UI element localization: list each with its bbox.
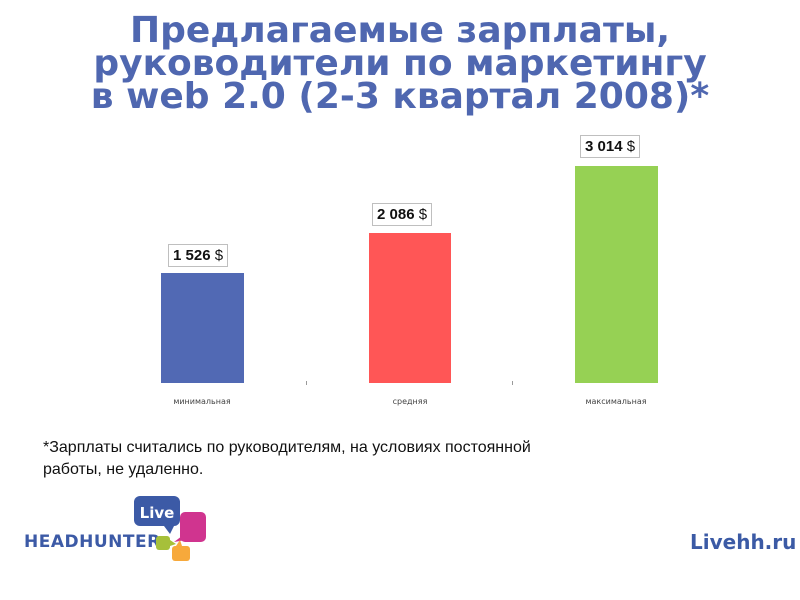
footnote-line-2: работы, не удаленно. — [43, 461, 204, 478]
headhunter-live-logo: HEADHUNTER Live — [24, 496, 214, 566]
salary-bar-chart: 1 526 $ 2 086 $ 3 014 $ минимальная сред… — [161, 135, 658, 406]
speech-bubbles-icon: Live — [134, 496, 206, 561]
title-line-1: Предлагаемые зарплаты, — [129, 10, 671, 51]
category-label-maximum: максимальная — [585, 397, 647, 406]
bar-minimum — [161, 273, 244, 383]
title-line-3: в web 2.0 (2-3 квартал 2008)* — [90, 76, 710, 117]
page-title: Предлагаемые зарплаты, руководители по м… — [0, 10, 800, 117]
title-line-2: руководители по маркетингу — [93, 43, 707, 84]
site-url: Livehh.ru — [690, 530, 797, 554]
footnote: *Зарплаты считались по руководителям, на… — [43, 437, 683, 481]
category-label-minimum: минимальная — [173, 397, 231, 406]
value-label-maximum: 3 014 $ — [580, 135, 641, 158]
bar-average — [369, 233, 451, 383]
axis-tick — [512, 381, 513, 385]
svg-text:Live: Live — [140, 504, 175, 522]
axis-tick — [306, 381, 307, 385]
logo-text: HEADHUNTER — [24, 532, 161, 552]
category-label-average: средняя — [392, 397, 428, 406]
value-label-average: 2 086 $ — [372, 203, 433, 226]
bar-maximum — [575, 166, 658, 383]
footnote-line-1: *Зарплаты считались по руководителям, на… — [43, 439, 531, 456]
value-label-minimum: 1 526 $ — [168, 244, 229, 267]
